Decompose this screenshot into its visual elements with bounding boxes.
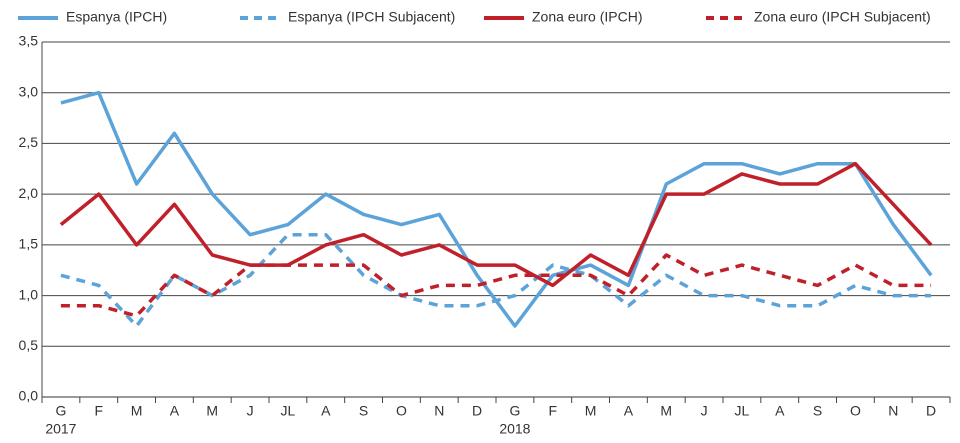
x-tick-label: G [55, 403, 66, 419]
x-tick-label: M [206, 403, 218, 419]
x-tick-label: D [926, 403, 936, 419]
series-line [60, 253, 932, 318]
x-tick-label: J [701, 403, 708, 419]
x-tick-label: A [624, 403, 634, 419]
y-tick-label: 2,0 [19, 185, 39, 201]
x-tick-label: F [548, 403, 557, 419]
y-tick-label: 3,0 [19, 83, 39, 99]
x-tick-label: A [170, 403, 180, 419]
x-tick-label: A [321, 403, 331, 419]
y-tick-label: 1,0 [19, 286, 39, 302]
x-tick-label: O [850, 403, 861, 419]
y-tick-label: 1,5 [19, 236, 39, 252]
series-line [59, 161, 933, 288]
x-tick-label: G [509, 403, 520, 419]
x-tick-label: JL [281, 403, 296, 419]
x-tick-label: D [472, 403, 482, 419]
x-year-label: 2018 [499, 421, 530, 437]
legend-label: Espanya (IPCH Subjacent) [288, 9, 455, 25]
x-tick-label: F [94, 403, 103, 419]
x-tick-label: JL [735, 403, 750, 419]
series-line [60, 90, 933, 328]
x-year-label: 2017 [45, 421, 76, 437]
x-tick-label: O [396, 403, 407, 419]
x-tick-label: S [813, 403, 822, 419]
legend-label: Espanya (IPCH) [66, 9, 167, 25]
legend-label: Zona euro (IPCH) [532, 9, 642, 25]
legend-label: Zona euro (IPCH Subjacent) [754, 9, 931, 25]
x-tick-label: N [888, 403, 898, 419]
x-tick-label: S [359, 403, 368, 419]
y-tick-label: 2,5 [19, 134, 39, 150]
y-tick-label: 0,0 [19, 388, 39, 404]
x-tick-label: J [247, 403, 254, 419]
y-tick-label: 0,5 [19, 337, 39, 353]
x-tick-label: M [585, 403, 597, 419]
x-tick-label: A [775, 403, 785, 419]
x-tick-label: M [131, 403, 143, 419]
y-tick-label: 3,5 [19, 33, 39, 49]
x-tick-label: M [660, 403, 672, 419]
x-tick-label: N [434, 403, 444, 419]
